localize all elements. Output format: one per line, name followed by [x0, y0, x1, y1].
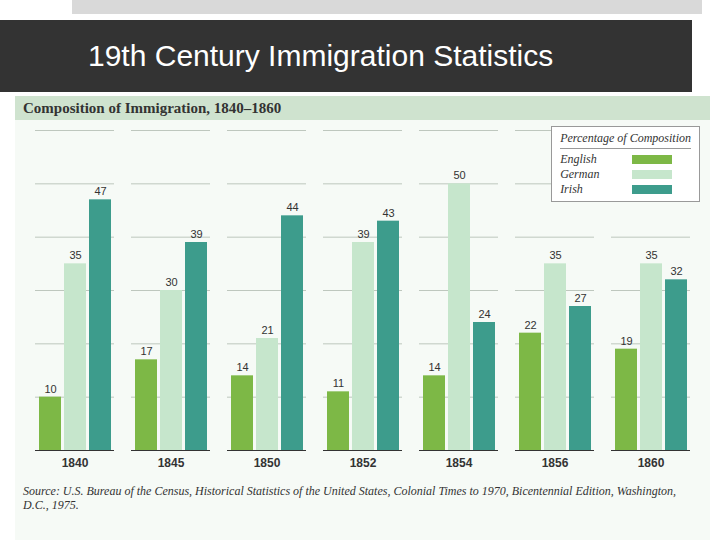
svg-text:1854: 1854	[446, 456, 473, 470]
html-text:19th Century Immigration Stati: 19th Century Immigration Statistics	[88, 39, 554, 72]
html-text:English: English	[560, 152, 597, 166]
svg-text:19: 19	[620, 335, 632, 347]
svg-text:32: 32	[670, 265, 682, 277]
svg-text:47: 47	[94, 185, 106, 197]
svg-text:24: 24	[478, 308, 490, 320]
svg-text:39: 39	[190, 228, 202, 240]
html-text:Irish: Irish	[560, 182, 583, 196]
svg-text:10: 10	[44, 383, 56, 395]
svg-text:14: 14	[428, 361, 440, 373]
svg-text:27: 27	[574, 292, 586, 304]
svg-text:1850: 1850	[254, 456, 281, 470]
svg-text:35: 35	[69, 249, 81, 261]
svg-text:1860: 1860	[638, 456, 665, 470]
svg-text:21: 21	[261, 324, 273, 336]
html-text:Composition of Immigration, 18: Composition of Immigration, 1840–1860	[23, 100, 282, 116]
svg-text:1852: 1852	[350, 456, 377, 470]
svg-text:43: 43	[382, 207, 394, 219]
svg-text:1840: 1840	[62, 456, 89, 470]
svg-text:35: 35	[549, 249, 561, 261]
svg-text:14: 14	[236, 361, 248, 373]
html-text:German: German	[560, 167, 600, 181]
svg-text:22: 22	[524, 319, 536, 331]
svg-text:30: 30	[165, 276, 177, 288]
svg-text:35: 35	[645, 249, 657, 261]
svg-text:17: 17	[140, 345, 152, 357]
svg-text:1856: 1856	[542, 456, 569, 470]
svg-text:1845: 1845	[158, 456, 185, 470]
svg-text:50: 50	[453, 169, 465, 181]
svg-text:39: 39	[357, 228, 369, 240]
html-text:Percentage of Composition: Percentage of Composition	[560, 131, 691, 145]
html-text:Source: U.S. Bureau of the Cen: Source: U.S. Bureau of the Census, Histo…	[23, 484, 676, 512]
svg-text:11: 11	[333, 377, 344, 389]
svg-text:44: 44	[286, 201, 298, 213]
